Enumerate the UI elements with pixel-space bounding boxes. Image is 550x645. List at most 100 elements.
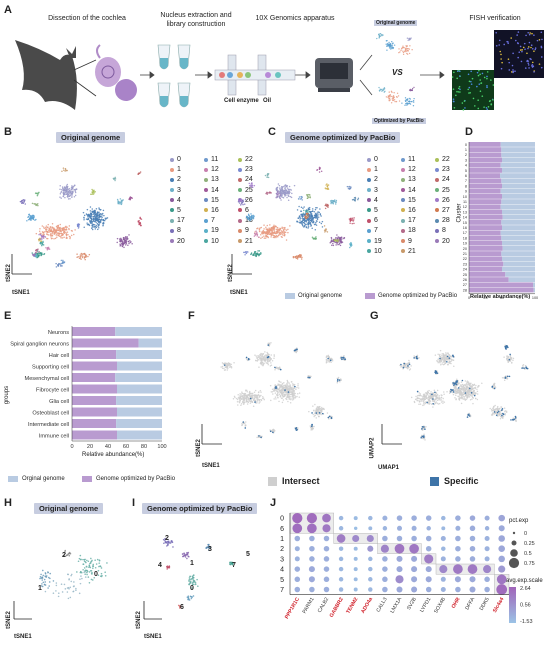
- cell-point: [138, 172, 141, 174]
- cell-point: [243, 394, 245, 396]
- cell-point: [462, 395, 464, 398]
- cell-point: [127, 240, 130, 243]
- umapG-intersect-cluster: [434, 349, 455, 367]
- cell-point: [389, 94, 391, 96]
- cell-point: [281, 236, 283, 238]
- fish-signal: [527, 31, 529, 34]
- fish-signal: [479, 73, 481, 76]
- cell-point: [298, 205, 300, 208]
- cell-point: [264, 351, 266, 353]
- cell-point: [320, 215, 322, 217]
- specific-point: [223, 364, 226, 366]
- cell-point: [269, 224, 271, 226]
- panel-f-tsne: [201, 341, 347, 445]
- cell-point: [310, 223, 312, 225]
- cell-point: [288, 382, 290, 384]
- cell-point: [225, 362, 228, 365]
- cell-point: [408, 359, 410, 362]
- cell-point: [70, 234, 73, 237]
- cell-point: [270, 391, 273, 393]
- cell-point: [68, 187, 71, 190]
- cell-point: [303, 226, 305, 228]
- cell-point: [252, 405, 255, 407]
- cell-point: [296, 386, 298, 389]
- cell-point: [496, 407, 499, 409]
- cell-point: [242, 422, 245, 425]
- cell-point: [251, 393, 254, 395]
- tsneC-cluster: [305, 193, 312, 200]
- tsneC-cluster: [297, 195, 304, 201]
- cell-point: [279, 227, 282, 230]
- bar-d-11-1: [501, 199, 535, 204]
- cell-point: [278, 196, 281, 198]
- cell-point: [492, 407, 495, 409]
- cell-point: [263, 224, 265, 226]
- cell-point: [436, 393, 439, 396]
- cell-point: [449, 357, 452, 360]
- cell-point: [462, 391, 465, 393]
- cell-point: [59, 263, 61, 266]
- legend-dot: [238, 218, 242, 223]
- fish-signal: [531, 48, 534, 50]
- fish-signal: [526, 59, 529, 62]
- specific-point: [434, 391, 436, 394]
- cell-point: [62, 187, 64, 189]
- cell-point: [260, 232, 263, 234]
- cell-point: [270, 358, 273, 360]
- cell-point: [87, 223, 90, 226]
- fish-signal: [533, 50, 535, 52]
- cell-point: [292, 398, 295, 400]
- cell-point: [298, 392, 301, 394]
- cell-point: [319, 208, 321, 210]
- legend-dot: [401, 208, 405, 213]
- cell-point: [392, 47, 394, 50]
- cell-point: [94, 214, 96, 217]
- cell-point: [387, 95, 390, 98]
- cell-point: [255, 254, 258, 257]
- cell-point: [92, 193, 95, 195]
- cell-point: [42, 232, 44, 234]
- cell-point: [50, 234, 52, 236]
- cell-point: [308, 219, 310, 221]
- specific-point: [272, 431, 274, 434]
- bar-d-28-1: [533, 287, 535, 293]
- tsneC-cluster: [323, 225, 329, 233]
- cell-point: [429, 402, 431, 404]
- cell-point: [21, 202, 24, 204]
- cell-point: [249, 219, 251, 222]
- fish-signal: [520, 60, 523, 63]
- cell-point: [259, 401, 261, 403]
- specific-point: [328, 415, 331, 418]
- cell-point: [41, 238, 43, 240]
- cell-point: [269, 384, 272, 387]
- fish-signal: [530, 44, 533, 46]
- cell-point: [114, 179, 116, 182]
- cell-point: [325, 184, 327, 186]
- legend-dot: [401, 167, 405, 172]
- specific-point: [402, 366, 405, 369]
- cell-point: [38, 230, 41, 232]
- fish-signal: [453, 71, 455, 74]
- cell-point: [35, 204, 37, 206]
- cell-point: [69, 195, 71, 197]
- cell-point: [86, 222, 88, 224]
- cell-point: [240, 395, 242, 398]
- cell-point: [287, 188, 290, 191]
- cell-point: [238, 198, 241, 201]
- cell-point: [263, 362, 265, 364]
- cell-point: [239, 399, 241, 401]
- cell-point: [258, 402, 260, 404]
- specific-point: [468, 415, 471, 417]
- cell-point: [437, 361, 439, 364]
- fish-signal: [452, 100, 455, 103]
- cell-point: [389, 48, 392, 50]
- cell-point: [334, 241, 336, 244]
- cell-point: [310, 220, 313, 223]
- cell-point: [314, 403, 316, 406]
- cell-point: [129, 197, 132, 199]
- cochlea-icon: [95, 44, 137, 101]
- cell-point: [290, 196, 293, 199]
- tick-label-y: 4: [465, 164, 467, 168]
- cell-point: [325, 230, 327, 232]
- cell-point: [406, 102, 408, 104]
